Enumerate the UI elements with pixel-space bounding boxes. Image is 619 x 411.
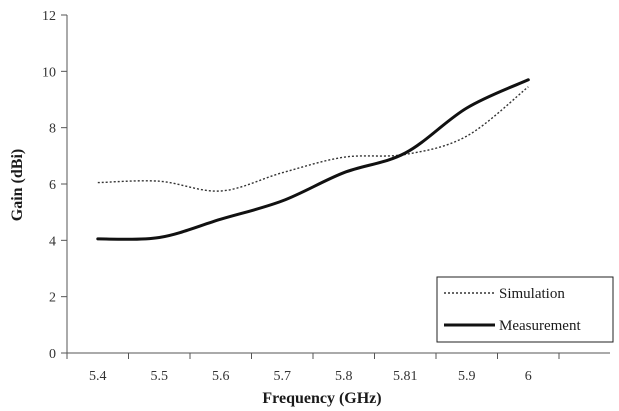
series-line-measurement [96, 78, 530, 241]
y-axis-title: Gain (dBi) [9, 149, 26, 221]
y-tick-label: 2 [49, 291, 56, 306]
legend: Simulation Measurement [436, 276, 614, 343]
x-tick-label: 5.6 [212, 369, 230, 384]
x-tick-label: 5.81 [393, 369, 418, 384]
legend-label-simulation: Simulation [499, 286, 565, 302]
x-tick-label: 5.8 [335, 369, 353, 384]
y-tick-label: 12 [42, 9, 56, 24]
x-axis-title: Frequency (GHz) [262, 390, 381, 407]
x-tick-label: 5.5 [151, 369, 169, 384]
y-tick-label: 8 [49, 122, 56, 137]
series-layer [96, 78, 530, 241]
legend-box [436, 276, 614, 343]
x-tick-label: 5.7 [274, 369, 292, 384]
tick-labels: 0 2 4 6 8 10 12 5.4 5.5 5.6 5.7 5.8 5.81 5.9 6 [42, 9, 532, 384]
x-tick-label: 5.4 [89, 369, 107, 384]
y-tick-label: 6 [49, 178, 56, 193]
x-tick-label: 5.9 [458, 369, 476, 384]
y-tick-label: 10 [42, 65, 56, 80]
y-tick-label: 0 [49, 347, 56, 362]
legend-label-measurement: Measurement [499, 318, 581, 334]
series-line-simulation [97, 86, 529, 192]
y-tick-label: 4 [49, 234, 56, 249]
x-tick-label: 6 [525, 369, 532, 384]
axes [61, 14, 610, 359]
